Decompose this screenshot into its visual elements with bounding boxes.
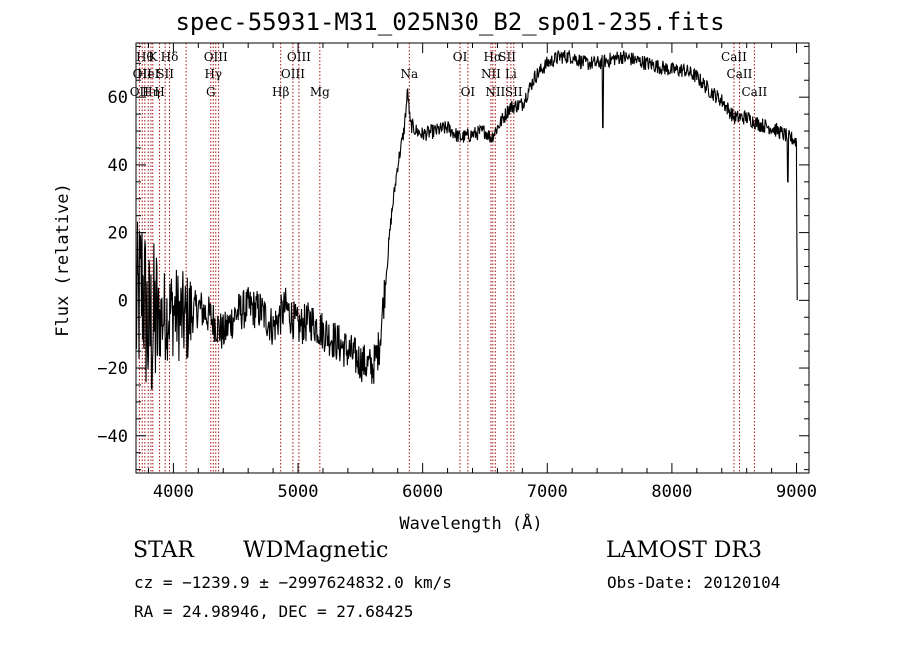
survey-name: LAMOST DR3	[606, 538, 762, 563]
y-axis-title: Flux (relative)	[53, 183, 73, 337]
line-marker-label: NII	[481, 67, 501, 81]
line-marker-label: Hγ	[204, 67, 222, 81]
x-tick-label: 8000	[651, 482, 692, 502]
line-marker-label: OII	[130, 85, 150, 99]
y-tick-label: 0	[118, 291, 128, 311]
line-marker-label: CaII	[721, 50, 747, 64]
object-subclass: WDMagnetic	[243, 538, 389, 563]
x-tick-label: 6000	[402, 482, 443, 502]
line-marker-label: CaII	[727, 67, 753, 81]
line-marker-label: SII	[156, 67, 174, 81]
coordinates: RA = 24.98946, DEC = 27.68425	[134, 602, 414, 621]
y-tick-label: 40	[108, 156, 128, 176]
line-marker-label: NII	[485, 85, 505, 99]
line-marker-label: SII	[498, 50, 516, 64]
line-marker-label: G	[206, 85, 216, 99]
line-marker-label: HeI	[137, 67, 160, 81]
redshift-line: cz = −1239.9 ± −2997624832.0 km/s	[134, 573, 452, 592]
line-marker-labels-layer: OII OII Hθ HeI Hη K H SII Hδ G Hγ OIII Hβ OIII OIII Mg N…	[130, 50, 768, 99]
line-marker-label: Hδ	[161, 50, 179, 64]
x-tick-label: 7000	[527, 482, 568, 502]
observation-date: Obs-Date: 20120104	[607, 573, 781, 592]
line-marker-label: CaII	[741, 85, 767, 99]
plot-frame	[135, 42, 810, 474]
spectrum-line	[136, 50, 798, 390]
line-marker-label: Li	[505, 67, 517, 81]
line-marker-label: OIII	[281, 67, 305, 81]
line-marker-label: K	[148, 50, 158, 64]
chart-title: spec-55931-M31_025N30_B2_sp01-235.fits	[175, 8, 725, 36]
x-axis-title: Wavelength (Å)	[399, 512, 542, 534]
axis-ticks-layer: 4000 5000 6000 7000 8000 9000 −40 −20 0 20 40 60	[97, 43, 817, 502]
line-marker-label: OII	[133, 67, 153, 81]
line-marker-label: Mg	[310, 85, 330, 99]
line-marker-label: SII	[505, 85, 523, 99]
line-marker-label: Hβ	[272, 85, 289, 99]
line-marker-label: Hα	[484, 50, 503, 64]
line-marker-label: Hθ	[136, 50, 154, 64]
y-tick-label: −40	[97, 427, 128, 447]
y-tick-label: −20	[97, 359, 128, 379]
y-tick-label: 20	[108, 224, 128, 244]
line-marker-label: Na	[400, 67, 418, 81]
line-markers-layer	[138, 43, 755, 473]
x-tick-label: 4000	[153, 482, 194, 502]
line-marker-label: OIII	[204, 50, 228, 64]
y-tick-label: 60	[108, 88, 128, 108]
line-marker-label: OIII	[287, 50, 311, 64]
x-tick-label: 9000	[776, 482, 817, 502]
x-tick-label: 5000	[278, 482, 319, 502]
line-marker-label: OI	[453, 50, 468, 64]
line-marker-label: OI	[461, 85, 476, 99]
line-marker-label: Hη	[142, 85, 160, 99]
object-class: STAR	[133, 538, 194, 563]
line-marker-label: H	[154, 85, 164, 99]
